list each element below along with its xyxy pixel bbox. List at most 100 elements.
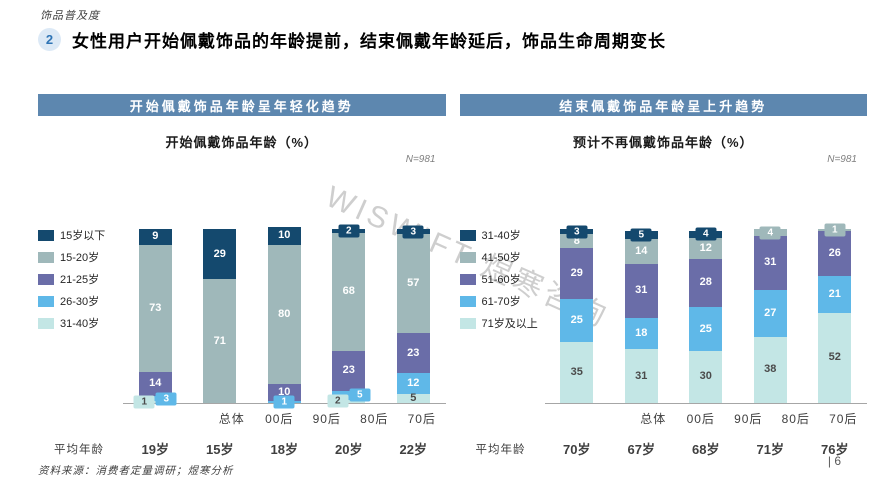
category-label: 70后	[829, 412, 858, 426]
bar-segment: 26	[818, 230, 852, 276]
value-label: 25	[699, 322, 712, 335]
category-label: 70后	[407, 412, 436, 426]
average-age-label: 平均年龄	[475, 443, 526, 456]
legend-item: 21-25岁	[38, 271, 123, 287]
bar-segment: 27	[753, 289, 787, 337]
stacked-bar: 29 71	[203, 229, 237, 403]
bar-segment: 30	[689, 350, 723, 403]
average-age-value: 71岁	[756, 442, 784, 457]
legend-item: 15-20岁	[38, 249, 123, 265]
value-label: 31	[764, 256, 777, 269]
category-label: 90后	[312, 412, 341, 426]
value-label: 18	[635, 326, 648, 339]
bar-segment: 1	[267, 395, 301, 409]
value-label: 31	[635, 369, 648, 382]
stacked-bar: 4 12 28 25 30	[689, 227, 723, 403]
bar-segment: 29	[560, 248, 594, 299]
end-age-header-banner: 结束佩戴饰品年龄呈上升趋势	[459, 94, 867, 116]
legend-swatch-icon	[459, 251, 476, 263]
start-age-chart-title: 开始佩戴饰品年龄（%）	[165, 135, 319, 150]
bar-segment: 3	[560, 225, 594, 239]
legend-swatch-icon	[38, 273, 54, 285]
legend-swatch-icon	[38, 295, 54, 307]
category-label: 90后	[734, 412, 763, 426]
bar-segment: 52	[818, 312, 852, 403]
value-label: 10	[278, 386, 291, 399]
category-label: 00后	[686, 412, 715, 426]
value-label: 25	[570, 313, 583, 326]
legend-item: 51-60岁	[459, 271, 545, 287]
average-age-value: 22岁	[399, 442, 427, 457]
slide-title: 女性用户开始佩戴饰品的年龄提前，结束佩戴年龄延后，饰品生命周期变长	[72, 32, 666, 51]
legend-swatch-icon	[459, 317, 476, 329]
chart-panels: 开始佩戴饰品年龄呈年轻化趋势 开始佩戴饰品年龄（%） N=981 15岁以下 15…	[38, 94, 867, 458]
bar-segment: 5	[624, 228, 658, 242]
bar-segment: 23	[396, 333, 430, 374]
value-label: 21	[828, 287, 841, 300]
bar-segment: 12	[396, 373, 430, 395]
bar-segment: 5	[332, 388, 371, 402]
average-age-value: 18岁	[270, 442, 298, 457]
average-age-value: 68岁	[692, 442, 720, 457]
start-age-legend: 15岁以下 15-20岁 21-25岁 26-30岁 31-40岁	[38, 227, 123, 427]
value-label: 27	[764, 306, 777, 319]
bar-segment: 25	[689, 307, 723, 351]
average-age-value: 15岁	[206, 442, 234, 457]
legend-label: 15岁以下	[60, 230, 106, 242]
value-label: 12	[699, 241, 712, 254]
value-label: 71	[213, 334, 226, 347]
legend-label: 51-60岁	[481, 274, 521, 286]
bar-segment: 35	[560, 342, 594, 403]
legend-item: 26-30岁	[38, 293, 123, 309]
stacked-bar: 3 8 29 25 35	[560, 225, 594, 403]
bar-segment: 25	[560, 298, 594, 343]
source-note: 资料来源：消费者定量调研；煜寒分析	[38, 466, 234, 477]
value-label: 8	[573, 234, 580, 247]
section-eyebrow: 饰品普及度	[40, 10, 100, 22]
end-age-average-values: 70岁 67岁 68岁 71岁 76岁	[545, 439, 868, 458]
bar-segment: 71	[203, 279, 237, 403]
bar-slot: 10 80 10 1	[252, 227, 317, 409]
start-age-average-values: 19岁 15岁 18岁 20岁 22岁	[123, 439, 446, 458]
start-age-plot: 9 73 14 3 1 29 71 10 80 10 1 2 68 23 5 2 3 57 23 12 5	[123, 180, 446, 409]
bar-segment: 10	[267, 227, 301, 245]
value-label: 23	[407, 346, 420, 359]
slide-number-badge: 2	[38, 28, 61, 51]
category-label: 总体	[640, 412, 667, 426]
average-age-label: 平均年龄	[54, 443, 104, 456]
value-callout: 1	[824, 223, 846, 237]
value-label: 38	[764, 363, 777, 376]
average-age-value: 67岁	[627, 442, 655, 457]
legend-item: 41-50岁	[459, 249, 545, 265]
value-label: 29	[570, 266, 583, 279]
bar-segment: 3	[396, 225, 430, 239]
bar-segment: 1	[133, 395, 172, 409]
legend-label: 21-25岁	[60, 274, 100, 286]
stacked-bar: 1 26 21 52	[818, 223, 852, 403]
bar-slot: 3 8 29 25 35	[545, 225, 610, 403]
bar-segment: 23	[332, 350, 366, 391]
bar-segment: 80	[267, 244, 301, 384]
legend-item: 71岁及以上	[459, 315, 545, 331]
end-age-legend: 31-40岁 41-50岁 51-60岁 61-70岁 71岁及以上	[459, 227, 545, 427]
start-age-average-row: 平均年龄 19岁 15岁 18岁 20岁 22岁	[38, 439, 446, 458]
value-callout: 2	[327, 394, 349, 408]
legend-swatch-icon	[38, 251, 54, 263]
stacked-bar: 9 73 14 3 1	[133, 229, 177, 409]
bar-segment: 31	[624, 263, 658, 318]
legend-item: 61-70岁	[459, 293, 545, 309]
value-callout: 5	[630, 228, 652, 242]
value-label: 12	[407, 377, 420, 390]
value-label: 30	[699, 370, 712, 383]
bar-slot: 4 31 27 38	[738, 226, 803, 403]
start-age-x-axis: 总体 00后 90后 80后 70后	[208, 410, 446, 427]
stacked-bar: 3 57 23 12 5	[396, 225, 430, 404]
legend-label: 15-20岁	[60, 252, 100, 264]
category-label: 总体	[218, 412, 245, 426]
value-label: 73	[149, 301, 162, 314]
legend-item: 31-40岁	[459, 227, 545, 243]
legend-swatch-icon	[459, 229, 476, 241]
bar-slot: 29 71	[188, 229, 253, 403]
end-age-plot: 3 8 29 25 35 5 14 31 18 31 4 12 28 25 30 4 31 27 38 1 26 21 52	[544, 180, 867, 404]
value-callout: 3	[155, 392, 177, 406]
